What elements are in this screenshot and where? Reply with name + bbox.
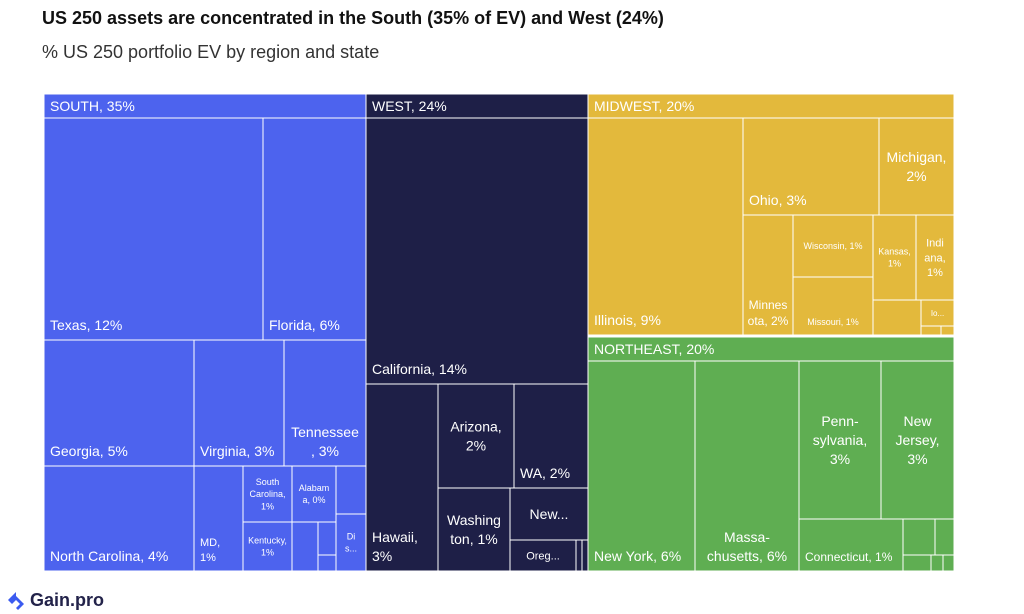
state-label-penn-: Penn-sylvania, 3%	[813, 413, 867, 467]
state-cell-io-	[920, 299, 955, 327]
state-cell-wisconsin	[792, 214, 874, 278]
state-label-georgia: Georgia, 5%	[50, 443, 128, 459]
brand-logo: Gain.pro	[6, 590, 104, 611]
state-cell-arizona	[437, 383, 515, 489]
small-state-cell	[581, 539, 589, 572]
state-cell-connecticut	[798, 518, 904, 572]
state-label-alabam: Alabam a, 0%	[299, 483, 330, 505]
chart-subtitle: % US 250 portfolio EV by region and stat…	[42, 42, 380, 62]
small-state-cell	[942, 554, 955, 572]
state-cell-california	[365, 117, 589, 385]
state-label-tennessee: Tennessee, 3%	[291, 424, 359, 459]
state-cell-di	[335, 513, 367, 572]
small-state-cell	[317, 554, 337, 572]
state-cell-new	[880, 360, 955, 520]
state-cell-ohio	[742, 117, 880, 216]
state-label-florida: Florida, 6%	[269, 317, 340, 333]
state-cell-kentucky	[242, 521, 293, 572]
state-label-illinois: Illinois, 9%	[594, 312, 661, 328]
state-cell-florida	[262, 117, 367, 341]
state-cell-georgia	[43, 339, 195, 467]
region-label-midwest: MIDWEST, 20%	[594, 98, 694, 114]
state-cell-alabam	[291, 465, 337, 523]
small-state-cell	[575, 539, 583, 572]
state-cell-kansas	[872, 214, 917, 301]
state-label-north-carolina: North Carolina, 4%	[50, 548, 168, 564]
state-label-md: MD, 1%	[200, 537, 220, 564]
state-label-io-: Io...	[931, 309, 944, 318]
small-state-cell	[335, 465, 367, 515]
state-cell-hawaii	[365, 383, 439, 572]
small-state-cell	[930, 554, 944, 572]
gain-logo-icon	[8, 591, 24, 610]
region-header-west	[365, 93, 589, 119]
small-state-cell	[902, 554, 932, 572]
region-label-northeast: NORTHEAST, 20%	[594, 341, 714, 357]
state-cell-missouri	[792, 276, 874, 336]
state-label-kansas: Kansas, 1%	[878, 247, 911, 269]
state-cell-massa-	[694, 360, 800, 572]
state-cell-south	[242, 465, 293, 523]
state-cell-washing	[437, 487, 511, 572]
state-cell-tennessee	[283, 339, 367, 467]
small-state-cell	[940, 325, 955, 336]
state-label-new-york: New York, 6%	[594, 548, 681, 564]
region-label-south: SOUTH, 35%	[50, 98, 135, 114]
state-label-di: Di s...	[345, 532, 357, 554]
state-cell-minnes	[742, 214, 794, 336]
state-label-missouri: Missouri, 1%	[807, 317, 859, 327]
small-state-cell	[902, 518, 936, 556]
state-label-hawaii: Hawaii, 3%	[372, 529, 418, 564]
small-state-cell	[872, 299, 922, 336]
region-label-west: WEST, 24%	[372, 98, 447, 114]
state-label-kentucky: Kentucky, 1%	[248, 536, 287, 558]
state-cell-north-carolina	[43, 465, 195, 572]
state-label-michigan: Michigan, 2%	[887, 149, 947, 184]
state-label-washing: Washing ton, 1%	[447, 512, 501, 547]
state-label-virginia: Virginia, 3%	[200, 443, 274, 459]
chart-title: US 250 assets are concentrated in the So…	[42, 8, 664, 28]
state-cell-michigan	[878, 117, 955, 216]
state-cell-new-york	[587, 360, 696, 572]
state-label-ohio: Ohio, 3%	[749, 192, 807, 208]
state-cell-illinois	[587, 117, 744, 336]
state-label-connecticut: Connecticut, 1%	[805, 550, 893, 564]
state-label-indi: Indi ana, 1%	[924, 238, 945, 280]
state-cell-virginia	[193, 339, 285, 467]
state-label-wisconsin: Wisconsin, 1%	[803, 241, 862, 251]
state-label-oreg-: Oreg...	[526, 550, 560, 562]
state-cell-wa	[513, 383, 589, 489]
state-label-california: California, 14%	[372, 361, 467, 377]
state-cell-texas	[43, 117, 264, 341]
state-cell-penn-	[798, 360, 882, 520]
state-label-massa-: Massa-chusetts, 6%	[707, 529, 787, 564]
state-label-south: South Carolina, 1%	[249, 477, 285, 511]
small-state-cell	[934, 518, 955, 556]
state-label-texas: Texas, 12%	[50, 317, 122, 333]
state-label-wa: WA, 2%	[520, 465, 570, 481]
region-header-midwest	[587, 93, 955, 119]
state-label-minnes: Minnes ota, 2%	[748, 298, 789, 328]
state-label-arizona: Arizona, 2%	[450, 418, 501, 453]
small-state-cell	[291, 521, 319, 572]
small-state-cell	[920, 325, 942, 336]
state-label-new: New Jersey, 3%	[895, 413, 939, 467]
brand-name: Gain.pro	[30, 590, 105, 610]
state-cell-oreg-	[509, 539, 577, 572]
state-label-new-: New...	[530, 506, 569, 522]
